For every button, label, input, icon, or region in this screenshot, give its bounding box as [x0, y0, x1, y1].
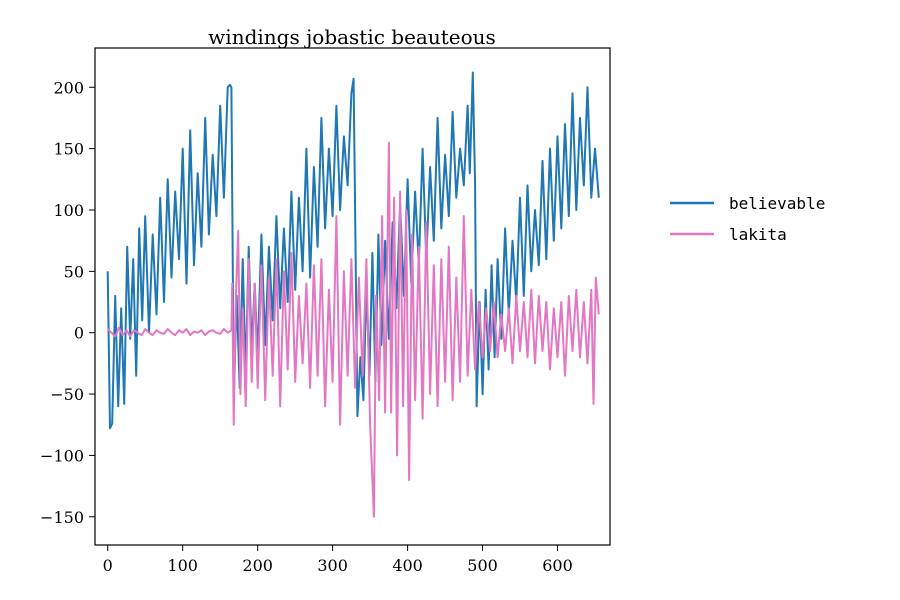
- y-tick-label: 150: [53, 140, 84, 159]
- x-tick-label: 0: [103, 556, 113, 575]
- y-tick-label: −50: [50, 385, 84, 404]
- series-line-believable: [106, 71, 600, 430]
- chart-title: windings jobastic beauteous: [208, 25, 496, 49]
- x-tick-label: 200: [242, 556, 273, 575]
- x-tick-label: 500: [467, 556, 498, 575]
- x-tick-label: 100: [167, 556, 198, 575]
- axes-frame: [94, 47, 611, 546]
- y-tick-label: 0: [74, 324, 84, 343]
- x-tick-label: 300: [317, 556, 348, 575]
- legend: believable lakita: [670, 194, 825, 244]
- y-tick-label: −100: [40, 446, 84, 465]
- x-tick-label: 600: [542, 556, 573, 575]
- y-tick-label: −150: [40, 508, 84, 527]
- y-axis: −150 −100 −50 0 50 100 150 200: [40, 78, 95, 527]
- x-axis: 0 100 200 300 400 500 600: [103, 545, 573, 575]
- y-tick-label: 200: [53, 78, 84, 97]
- x-tick-label: 400: [392, 556, 423, 575]
- y-tick-label: 100: [53, 201, 84, 220]
- y-tick-label: 50: [64, 262, 84, 281]
- legend-label: lakita: [729, 225, 787, 244]
- series-line-lakita: [107, 141, 600, 518]
- legend-label: believable: [729, 194, 825, 213]
- plot-area: [106, 71, 600, 518]
